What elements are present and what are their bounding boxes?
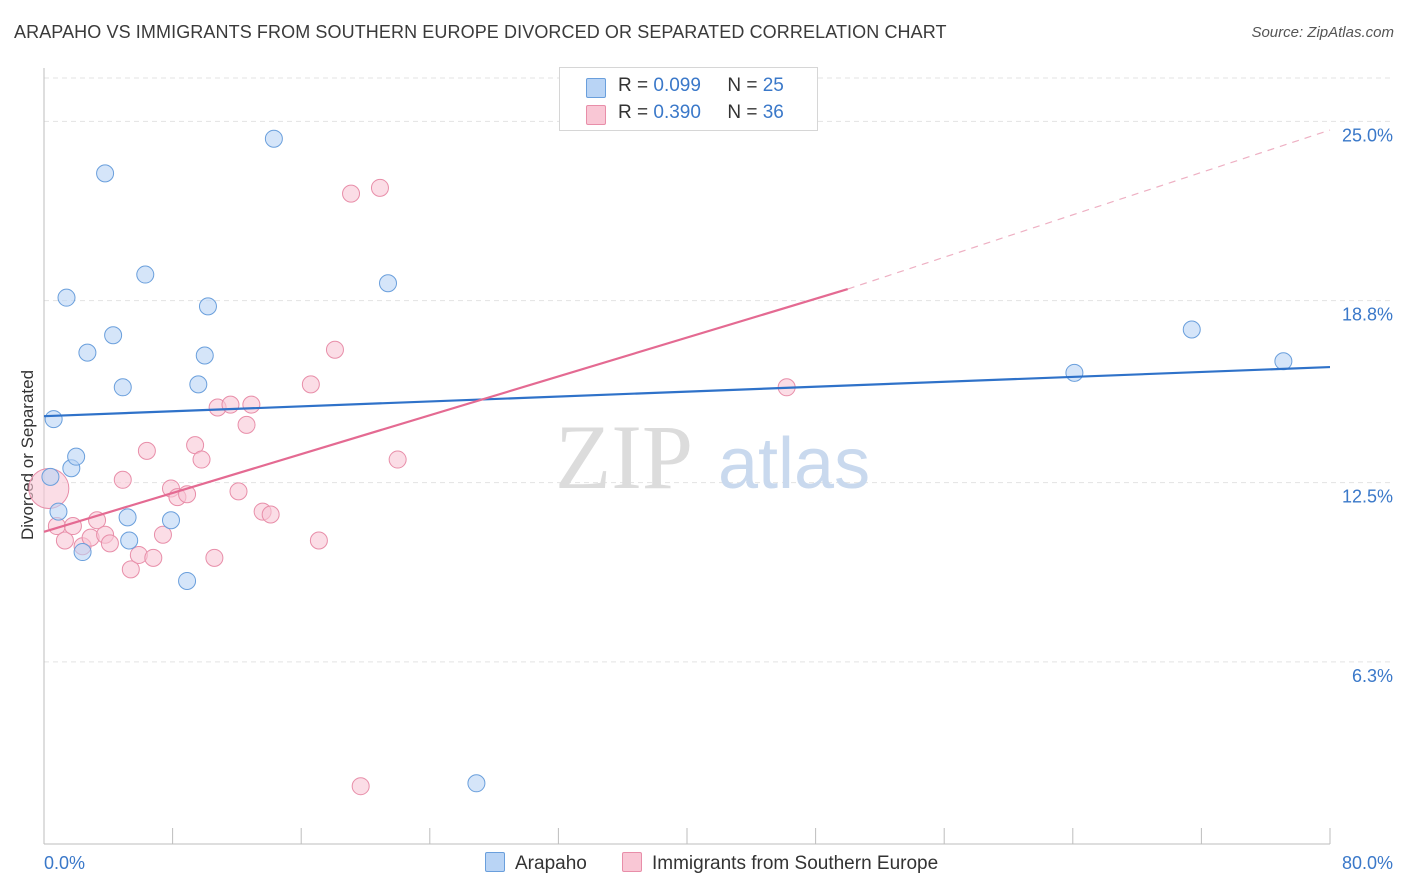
y-tick-label: 6.3%	[1352, 666, 1393, 686]
point-southern-europe	[342, 184, 361, 203]
point-arapaho	[57, 288, 76, 307]
bottom-legend-swatch-pink	[622, 852, 642, 872]
x-tick-label-max: 80.0%	[1342, 853, 1393, 873]
point-arapaho	[96, 164, 115, 183]
bottom-legend-label: Arapaho	[515, 853, 587, 874]
source-credit: Source: ZipAtlas.com	[1251, 24, 1394, 41]
point-southern-europe	[388, 450, 407, 469]
grid-lines	[44, 77, 1392, 663]
point-southern-europe	[309, 531, 328, 550]
legend-n-value: 36	[762, 102, 784, 123]
point-southern-europe	[121, 560, 140, 579]
point-southern-europe	[325, 340, 344, 359]
point-southern-europe	[301, 375, 320, 394]
point-arapaho	[467, 774, 486, 793]
point-southern-europe	[144, 548, 163, 567]
point-arapaho	[78, 343, 97, 362]
point-arapaho	[113, 378, 132, 397]
point-southern-europe	[153, 525, 172, 544]
point-southern-europe	[205, 548, 224, 567]
point-arapaho	[161, 511, 180, 530]
point-arapaho	[41, 467, 60, 486]
point-arapaho	[195, 346, 214, 365]
point-arapaho	[379, 274, 398, 293]
watermark-zip: ZIP	[555, 406, 693, 508]
point-southern-europe	[351, 777, 370, 796]
trend-lines	[43, 129, 1331, 533]
legend-r-label: R =	[618, 102, 649, 123]
tick-labels: 6.3% 12.5% 18.8% 25.0% 0.0% 80.0%	[44, 125, 1393, 873]
legend-n-label: N =	[727, 102, 758, 123]
y-tick-label: 18.8%	[1342, 305, 1393, 325]
point-arapaho	[73, 543, 92, 562]
point-arapaho	[49, 502, 68, 521]
point-arapaho	[1065, 363, 1084, 382]
bottom-legend-label: Immigrants from Southern Europe	[652, 853, 939, 874]
point-arapaho	[198, 297, 217, 316]
point-southern-europe	[137, 441, 156, 460]
trend-line-southern-europe-extension	[847, 129, 1331, 290]
watermark: ZIP atlas	[555, 406, 870, 508]
point-southern-europe	[229, 482, 248, 501]
point-southern-europe	[261, 505, 280, 524]
y-tick-label: 12.5%	[1342, 487, 1393, 507]
point-southern-europe	[100, 534, 119, 553]
correlation-legend: R = 0.099 N = 25 R = 0.390 N = 36	[559, 67, 818, 131]
point-arapaho	[1182, 320, 1201, 339]
point-arapaho	[178, 571, 197, 590]
y-tick-label: 25.0%	[1342, 125, 1393, 145]
point-southern-europe	[370, 178, 389, 197]
chart-title: ARAPAHO VS IMMIGRANTS FROM SOUTHERN EURO…	[14, 22, 947, 42]
point-arapaho	[189, 375, 208, 394]
point-arapaho	[120, 531, 139, 550]
point-arapaho	[118, 508, 137, 527]
point-arapaho	[44, 410, 63, 429]
x-tick-label-min: 0.0%	[44, 853, 85, 873]
watermark-atlas: atlas	[718, 424, 870, 504]
point-arapaho	[264, 129, 283, 148]
trend-line-arapaho	[43, 365, 1331, 418]
point-southern-europe	[221, 395, 240, 414]
legend-swatch-blue	[586, 78, 606, 98]
bottom-legend-southern-europe: Immigrants from Southern Europe	[622, 852, 938, 875]
point-arapaho	[136, 265, 155, 284]
point-arapaho	[67, 447, 86, 466]
point-arapaho	[1274, 352, 1293, 371]
legend-n-label: N =	[727, 75, 758, 96]
series-blue-points	[41, 129, 1293, 793]
point-southern-europe	[192, 450, 211, 469]
point-southern-europe	[237, 415, 256, 434]
legend-r-value: 0.099	[653, 75, 701, 96]
point-southern-europe	[63, 517, 82, 536]
legend-r-value: 0.390	[653, 102, 701, 123]
point-southern-europe	[55, 531, 74, 550]
trend-line-southern-europe	[43, 287, 849, 533]
legend-r-label: R =	[618, 75, 649, 96]
point-southern-europe	[242, 395, 261, 414]
point-southern-europe	[113, 470, 132, 489]
legend-n-value: 25	[762, 75, 784, 96]
bottom-legend-arapaho: Arapaho	[485, 852, 587, 875]
point-arapaho	[104, 326, 123, 345]
axes	[43, 68, 1331, 845]
legend-swatch-pink	[586, 105, 606, 125]
bottom-legend-swatch-blue	[485, 852, 505, 872]
